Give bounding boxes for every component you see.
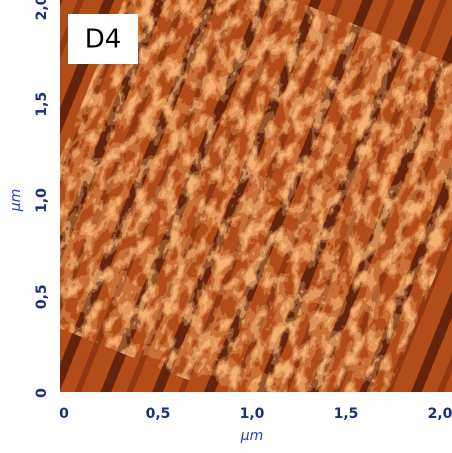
panel-label: D4 (85, 25, 122, 55)
y-tick-label: 0 (34, 388, 50, 398)
y-tick-label: 2,0 (34, 0, 50, 20)
y-tick-label: 0,5 (34, 284, 50, 309)
x-tick-label: 2,0 (428, 406, 452, 422)
y-tick-label: 1,0 (34, 188, 50, 213)
x-tick-label: 0,5 (146, 406, 171, 422)
y-axis-label: μm (8, 189, 24, 213)
afm-image (1, 0, 452, 451)
x-tick-label: 1,5 (334, 406, 359, 422)
chart: D4 μm μm 0 0,5 1,0 1,5 2,0 0 0,5 1,0 1,5 2,0 (0, 0, 452, 453)
x-axis-label: μm (240, 428, 264, 444)
y-tick-label: 1,5 (34, 92, 50, 117)
x-tick-label: 1,0 (240, 406, 265, 422)
x-tick-label: 0 (59, 406, 69, 422)
